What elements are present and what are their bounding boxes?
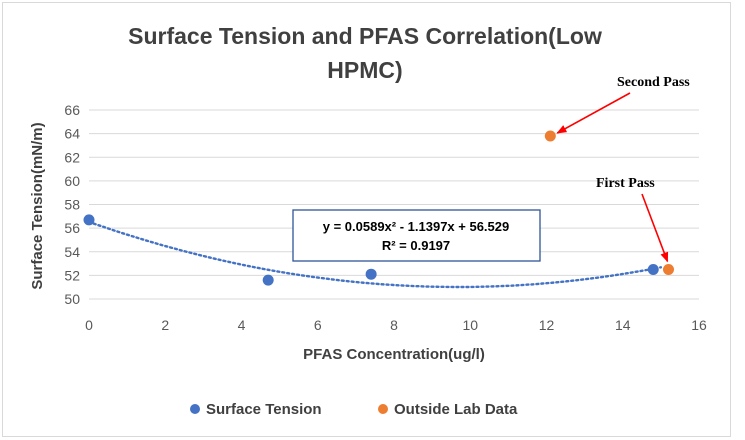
x-tick-label: 8 (390, 317, 398, 333)
x-tick-label: 0 (85, 317, 93, 333)
trendline-path (87, 220, 663, 289)
y-tick-label: 60 (64, 173, 80, 189)
y-tick-label: 56 (64, 220, 80, 236)
legend: Surface Tension Outside Lab Data (190, 401, 518, 418)
legend-label-surface-tension: Surface Tension (206, 401, 322, 418)
y-tick-label: 50 (64, 291, 80, 307)
trendline-equation: y = 0.0589x² - 1.1397x + 56.529 (323, 219, 510, 234)
arrow-second-pass (556, 92, 631, 134)
data-points (83, 130, 674, 286)
data-point-outside-lab-data (663, 263, 674, 275)
x-tick-label: 14 (615, 317, 631, 333)
equation-box-border (292, 209, 541, 262)
arrow-first-pass (641, 193, 669, 263)
legend-marker-outside-lab-data (378, 404, 388, 414)
data-point-surface-tension (647, 263, 659, 275)
chart-title-line-2: HPMC) (327, 57, 402, 83)
x-tick-label: 16 (691, 317, 707, 333)
data-point-surface-tension (365, 268, 377, 280)
x-axis-title: PFAS Concentration(ug/l) (303, 346, 485, 363)
legend-label-outside-lab-data: Outside Lab Data (394, 401, 518, 418)
trendline (87, 220, 663, 289)
legend-marker-surface-tension (190, 404, 200, 414)
trendline-r-squared: R² = 0.9197 (382, 238, 450, 253)
y-axis-title: Surface Tension(mN/m) (29, 122, 46, 289)
data-point-surface-tension (262, 274, 274, 286)
y-tick-label: 62 (64, 149, 80, 165)
x-tick-label: 12 (539, 317, 555, 333)
x-tick-label: 2 (161, 317, 169, 333)
y-tick-label: 66 (64, 102, 80, 118)
x-tick-label: 4 (238, 317, 246, 333)
y-tick-label: 64 (64, 126, 80, 142)
y-tick-label: 58 (64, 197, 80, 213)
data-point-outside-lab-data (544, 130, 556, 142)
annotation-second-pass: Second Pass (617, 75, 690, 90)
annotation-first-pass: First Pass (596, 176, 655, 191)
chart-title-line-1: Surface Tension and PFAS Correlation(Low (128, 23, 602, 49)
annotations: Second Pass First Pass (556, 75, 690, 263)
y-tick-labels: 50 52 54 56 58 60 62 64 66 (64, 102, 80, 307)
x-tick-labels: 0 2 4 6 8 10 12 14 16 (85, 317, 707, 333)
y-tick-label: 54 (64, 244, 80, 260)
gridlines (89, 109, 699, 300)
y-tick-label: 52 (64, 267, 80, 283)
x-tick-label: 6 (314, 317, 322, 333)
x-tick-label: 10 (462, 317, 478, 333)
equation-box: y = 0.0589x² - 1.1397x + 56.529 R² = 0.9… (292, 209, 541, 262)
data-point-surface-tension (83, 214, 95, 226)
